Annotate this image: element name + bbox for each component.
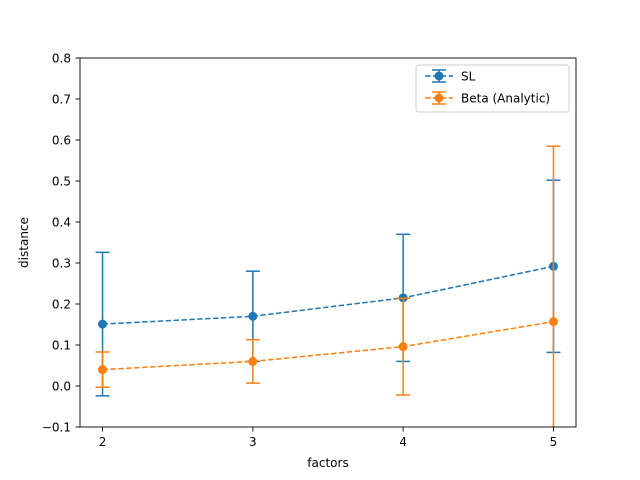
data-point (248, 311, 258, 321)
data-point (248, 356, 258, 366)
y-tick-label: 0.0 (52, 379, 71, 393)
x-tick-label: 5 (550, 435, 558, 449)
data-point (548, 317, 558, 327)
x-tick-label: 3 (249, 435, 257, 449)
series-line (102, 265, 554, 325)
y-tick-label: −0.1 (42, 420, 71, 434)
y-tick-label: 0.4 (52, 215, 71, 229)
legend-marker (434, 93, 444, 103)
axes-frame (79, 57, 577, 428)
y-tick-label: 0.8 (52, 51, 71, 65)
y-tick-label: 0.5 (52, 174, 71, 188)
series-1 (95, 145, 561, 427)
legend-box (415, 64, 570, 113)
data-point (398, 342, 408, 352)
x-tick-label: 4 (399, 435, 407, 449)
y-axis-label: distance (17, 217, 31, 268)
legend-marker (434, 71, 444, 81)
y-tick-label: 0.2 (52, 297, 71, 311)
data-point (98, 365, 108, 375)
y-tick-label: 0.6 (52, 133, 71, 147)
data-point (98, 319, 108, 329)
x-tick-label: 2 (99, 435, 107, 449)
y-tick-label: 0.1 (52, 338, 71, 352)
series-layer (95, 145, 561, 427)
y-tick-label: 0.3 (52, 256, 71, 270)
axes-layer: 2 3 4 5 −0.1 0.0 0.1 0.2 0.3 0.4 0.5 0.6 0.7 0.8 (42, 51, 577, 449)
legend-label: SL (461, 69, 476, 83)
series-line (102, 320, 554, 371)
y-tick-label: 0.7 (52, 92, 71, 106)
x-axis-label: factors (307, 456, 348, 470)
legend: SL Beta (Analytic) (415, 64, 570, 113)
legend-label: Beta (Analytic) (461, 91, 550, 105)
